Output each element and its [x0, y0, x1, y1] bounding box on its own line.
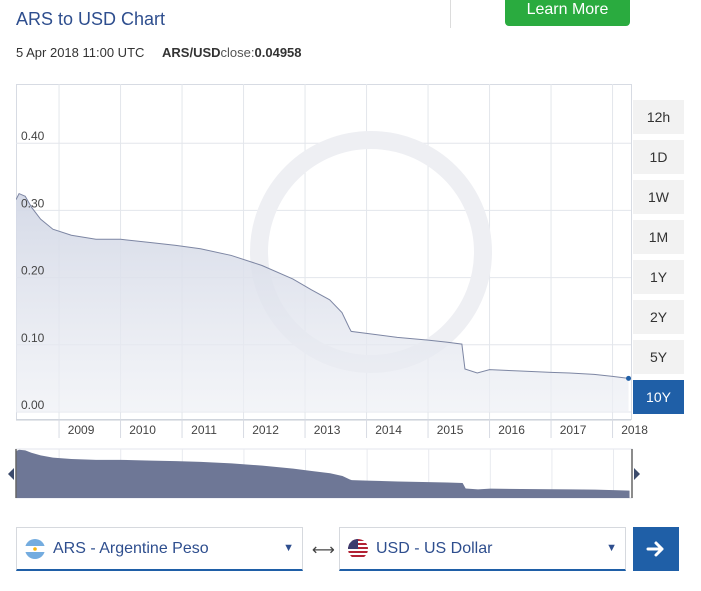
x-tick-label: 2016: [498, 423, 525, 437]
x-tick-label: 2014: [375, 423, 402, 437]
arrow-right-icon: [646, 541, 664, 557]
y-tick-label: 0.20: [21, 264, 45, 278]
x-tick-label: 2018: [621, 423, 648, 437]
quote-timestamp: 5 Apr 2018 11:00 UTC: [16, 45, 145, 60]
range-button-5y[interactable]: 5Y: [633, 340, 684, 374]
convert-go-button[interactable]: [633, 527, 679, 571]
chart-navigator[interactable]: [0, 446, 645, 500]
price-chart[interactable]: 0.00 0.10 0.20 0.30 0.40 2009 2010 2011 2012 2013…: [16, 84, 684, 440]
to-currency-select[interactable]: USD - US Dollar ▼: [339, 527, 626, 571]
series-line: [16, 192, 629, 379]
x-tick-label: 2009: [68, 423, 95, 437]
range-button-12h[interactable]: 12h: [633, 100, 684, 134]
range-selector: 12h 1D 1W 1M 1Y 2Y 5Y 10Y: [633, 100, 684, 420]
y-tick-label: 0.10: [21, 331, 45, 345]
chevron-down-icon: ▼: [606, 542, 617, 554]
to-currency-label: USD - US Dollar: [376, 539, 493, 557]
us-flag-icon: [348, 538, 368, 559]
y-tick-label: 0.30: [21, 196, 45, 210]
x-tick-label: 2015: [437, 423, 464, 437]
navigator-right-arrow-icon: [634, 468, 640, 480]
quote-meta: 5 Apr 2018 11:00 UTC ARS/USDclose:0.0495…: [16, 45, 302, 60]
x-tick-label: 2017: [560, 423, 587, 437]
range-button-1w[interactable]: 1W: [633, 180, 684, 214]
x-tick-label: 2011: [191, 423, 217, 437]
navigator-left-arrow-icon: [8, 468, 14, 480]
range-button-1y[interactable]: 1Y: [633, 260, 684, 294]
y-tick-label: 0.40: [21, 129, 45, 143]
argentina-flag-icon: [25, 538, 45, 559]
x-tick-label: 2012: [252, 423, 279, 437]
close-value: 0.04958: [254, 45, 302, 60]
x-tick-label: 2013: [314, 423, 341, 437]
from-currency-label: ARS - Argentine Peso: [53, 539, 209, 557]
swap-icon[interactable]: ⟷: [312, 542, 335, 559]
x-tick-label: 2010: [129, 423, 156, 437]
from-currency-select[interactable]: ARS - Argentine Peso ▼: [16, 527, 303, 571]
header-divider: [450, 0, 451, 28]
navigator-area: [16, 449, 630, 498]
y-tick-label: 0.00: [21, 398, 45, 412]
range-button-1d[interactable]: 1D: [633, 140, 684, 174]
chevron-down-icon: ▼: [283, 542, 294, 554]
quote-pair: ARS/USD: [162, 45, 221, 60]
close-label: close:: [220, 45, 255, 60]
learn-more-button[interactable]: Learn More: [505, 0, 630, 26]
series-area: [16, 193, 629, 412]
last-point-marker: [626, 375, 632, 381]
range-button-2y[interactable]: 2Y: [633, 300, 684, 334]
page-title: ARS to USD Chart: [16, 9, 166, 29]
range-button-1m[interactable]: 1M: [633, 220, 684, 254]
range-button-10y[interactable]: 10Y: [633, 380, 684, 414]
